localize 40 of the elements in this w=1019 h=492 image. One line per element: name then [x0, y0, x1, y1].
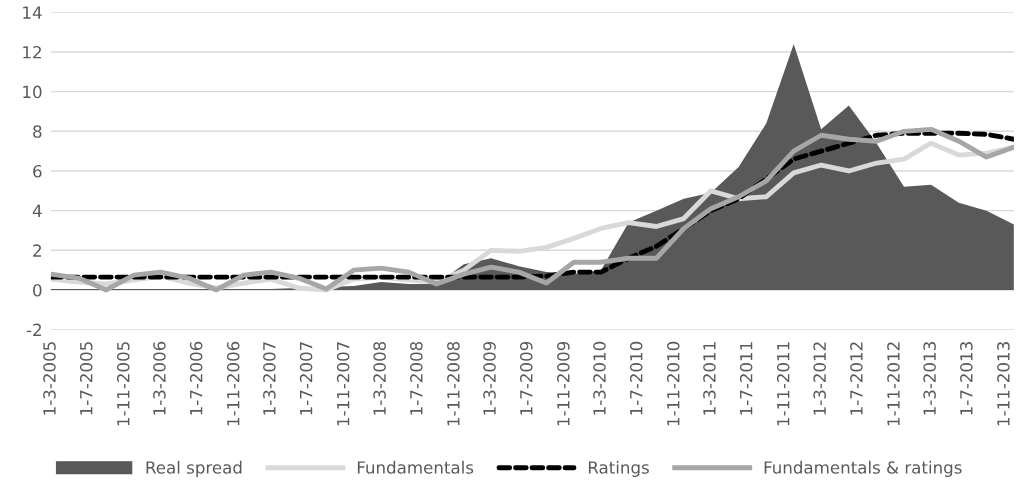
x-tick-label: 1-11-2009 [557, 341, 570, 426]
x-tick-label: 1-11-2012 [887, 342, 900, 426]
x-tick-label: 1-7-2011 [739, 342, 753, 415]
y-tick-label: -2 [26, 323, 41, 336]
y-tick-label: 6 [33, 164, 42, 178]
y-tick-label: 14 [23, 6, 42, 19]
x-tick-label: 1-7-2006 [189, 341, 203, 415]
x-tick-label: 1-7-2008 [410, 341, 423, 415]
x-tick-label: 1-7-2007 [299, 342, 313, 415]
x-tick-label: 1-7-2012 [850, 342, 863, 415]
y-tick-label: 12 [23, 45, 41, 59]
x-tick-label: 1-3-2009 [483, 341, 496, 415]
x-tick-label: 1-7-2010 [629, 341, 643, 415]
x-tick-label: 1-7-2009 [519, 341, 533, 415]
x-tick-label: 1-11-2005 [116, 342, 130, 426]
x-tick-label: 1-11-2013 [997, 342, 1010, 426]
x-tick-label: 1-11-2010 [666, 341, 680, 426]
x-tick-label: 1-3-2012 [813, 342, 826, 415]
y-tick-label: 8 [33, 125, 42, 138]
x-tick-label: 1-3-2005 [43, 342, 56, 415]
x-tick-label: 1-3-2010 [593, 341, 606, 415]
legend-label: Ratings [588, 460, 649, 477]
x-tick-label: 1-3-2006 [153, 341, 166, 415]
x-tick-label: 1-3-2007 [263, 342, 276, 415]
x-tick-label: 1-3-2008 [373, 341, 386, 415]
y-tick-label: 0 [33, 283, 42, 297]
x-tick-label: 1-7-2005 [79, 342, 93, 415]
x-tick-label: 1-3-2013 [923, 342, 936, 415]
legend-label: Real spread [146, 460, 242, 477]
x-tick-label: 1-3-2011 [703, 342, 716, 415]
x-tick-label: 1-11-2006 [226, 341, 240, 426]
x-tick-label: 1-11-2011 [776, 342, 790, 426]
y-tick-label: 10 [23, 85, 42, 99]
y-tick-label: 4 [32, 204, 42, 217]
x-tick-label: 1-7-2013 [960, 342, 973, 415]
x-tick-label: 1-11-2007 [336, 342, 350, 426]
x-tick-label: 1-11-2008 [447, 341, 460, 426]
legend-label: Fundamentals [357, 460, 474, 474]
legend-label: Fundamentals & ratings [764, 460, 962, 477]
y-tick-label: 2 [33, 244, 41, 257]
